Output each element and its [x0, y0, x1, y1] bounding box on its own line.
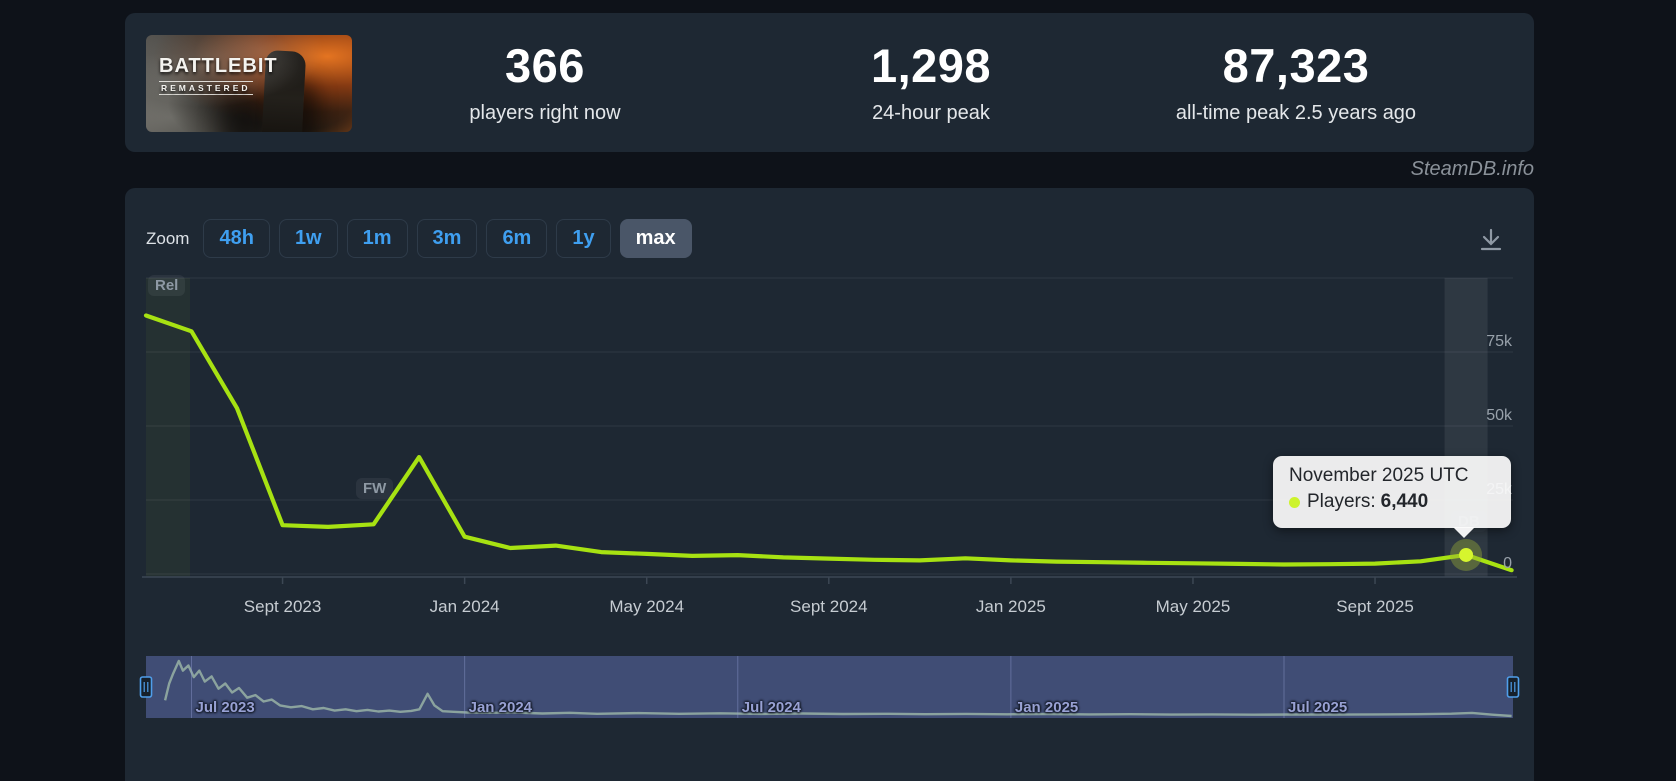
event-flag-free-weekend[interactable]: FW — [356, 478, 394, 499]
players-series-line — [143, 313, 1514, 573]
range-button-48h[interactable]: 48h — [203, 219, 270, 258]
tooltip-date: November 2025 UTC — [1289, 465, 1469, 486]
player-chart-card: Zoom 48h 1w 1m 3m 6m 1y max Rel FW DB 75… — [125, 188, 1534, 781]
players-chart-plot[interactable] — [125, 188, 1534, 781]
x-axis-label: Sept 2025 — [1336, 597, 1414, 616]
stat-alltime-peak: 87,323 all-time peak 2.5 years ago — [1176, 38, 1416, 125]
stat-current-players-label: players right now — [469, 102, 621, 124]
y-axis-label-75k: 75k — [1486, 333, 1512, 350]
range-button-max[interactable]: max — [619, 219, 692, 258]
stat-current-players-value: 366 — [505, 39, 585, 92]
chart-tooltip: November 2025 UTC Players: 6,440 — [1273, 456, 1511, 538]
download-icon — [1480, 228, 1502, 250]
game-title: BATTLEBIT — [159, 55, 278, 77]
stat-24h-peak: 1,298 24-hour peak — [871, 38, 991, 125]
game-wordmark: BATTLEBIT REMASTERED — [159, 55, 278, 96]
game-capsule-image: BATTLEBIT REMASTERED — [146, 35, 352, 132]
navigator-label: Jan 2024 — [468, 699, 533, 716]
y-axis-label-0: 0 — [1503, 555, 1512, 572]
stat-current-players: 366 players right now — [469, 38, 620, 125]
hovered-data-point[interactable] — [1459, 547, 1474, 562]
stat-alltime-peak-value: 87,323 — [1222, 39, 1370, 92]
x-axis-label: Sept 2023 — [243, 597, 322, 616]
stat-24h-peak-label: 24-hour peak — [872, 102, 990, 124]
tooltip-series-dot-icon — [1289, 496, 1300, 508]
x-axis-label: Jan 2024 — [429, 597, 500, 616]
event-flag-release[interactable]: Rel — [148, 275, 186, 296]
range-button-1w[interactable]: 1w — [278, 219, 338, 258]
navigator-left-handle[interactable] — [139, 676, 153, 698]
tooltip-series-label: Players: — [1307, 491, 1376, 512]
range-button-6m[interactable]: 6m — [486, 219, 548, 258]
navigator-selected-range-mask[interactable] — [146, 656, 1513, 718]
y-axis-label-50k: 50k — [1486, 407, 1512, 424]
stat-24h-peak-value: 1,298 — [870, 39, 992, 92]
range-button-1m[interactable]: 1m — [346, 219, 408, 258]
zoom-range-toolbar: Zoom 48h 1w 1m 3m 6m 1y max — [146, 219, 701, 258]
x-axis-label: May 2025 — [1155, 597, 1231, 616]
x-axis-label: Sept 2024 — [790, 597, 868, 616]
steamdb-watermark: SteamDB.info — [1410, 158, 1534, 180]
player-stats-card: BATTLEBIT REMASTERED 366 players right n… — [125, 13, 1534, 152]
zoom-label: Zoom — [146, 228, 190, 248]
range-button-3m[interactable]: 3m — [416, 219, 478, 258]
game-subtitle: REMASTERED — [159, 81, 253, 95]
navigator-right-handle[interactable] — [1506, 676, 1520, 698]
navigator-label: Jul 2024 — [741, 699, 801, 716]
tooltip-value: 6,440 — [1380, 491, 1429, 512]
navigator-label: Jul 2025 — [1288, 699, 1348, 716]
download-chart-button[interactable] — [1471, 224, 1511, 260]
navigator-label: Jul 2023 — [195, 699, 255, 716]
x-axis-label: Jan 2025 — [975, 597, 1046, 616]
x-axis-label: May 2024 — [609, 597, 685, 616]
navigator-label: Jan 2025 — [1014, 699, 1079, 716]
range-button-1y[interactable]: 1y — [556, 219, 611, 258]
stat-alltime-peak-label: all-time peak 2.5 years ago — [1175, 102, 1417, 124]
smoke-art — [146, 35, 352, 132]
